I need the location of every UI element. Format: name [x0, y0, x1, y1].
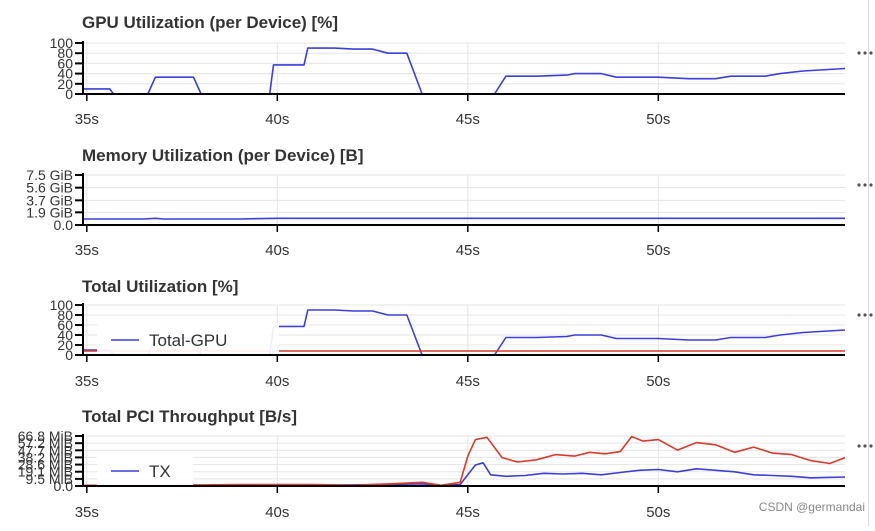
y-tick-label: 3.7 GiB [26, 192, 73, 208]
legend-label: Total-GPU [149, 331, 227, 350]
x-tick-label: 50s [646, 373, 670, 390]
x-tick-label: 35s [75, 373, 99, 390]
y-tick-label: 1.9 GiB [26, 204, 73, 220]
x-tick-label: 35s [75, 111, 99, 128]
y-tick-label: 60 [57, 55, 73, 71]
ellipsis-dot [869, 444, 873, 448]
y-tick-label: 0.0 [54, 478, 74, 494]
ellipsis-icon[interactable] [857, 444, 873, 448]
y-tick-label: 9.5 MiB [26, 471, 73, 487]
x-tick-label: 40s [265, 373, 289, 390]
ellipsis-icon[interactable] [857, 51, 873, 55]
ellipsis-dot [857, 183, 861, 187]
y-tick-label: 80 [57, 45, 73, 61]
chart-title: Memory Utilization (per Device) [B] [82, 146, 364, 165]
legend-label: TX [149, 462, 171, 481]
series-line-2 [83, 435, 846, 487]
y-tick-label: 57.2 MiB [18, 435, 73, 451]
ellipsis-dot [869, 313, 873, 317]
x-tick-label: 50s [646, 242, 670, 259]
chart-panel-4: Total PCI Throughput [B/s] TX 0.09.5 MiB19… [18, 407, 873, 521]
ellipsis-dot [863, 313, 867, 317]
ellipsis-dot [863, 183, 867, 187]
chart-panel-3: Total Utilization [%] Total-GPU 0204060801… [50, 277, 873, 390]
y-tick-label: 7.5 GiB [26, 167, 73, 183]
ellipsis-dot [869, 51, 873, 55]
x-tick-label: 50s [646, 504, 670, 521]
y-tick-label: 40 [57, 66, 73, 82]
watermark: CSDN @germandai [758, 500, 865, 514]
series-line-1 [83, 217, 845, 220]
ellipsis-icon[interactable] [857, 313, 873, 317]
series-line-1 [83, 47, 846, 95]
y-tick-label: 38.2 MiB [18, 449, 73, 465]
x-tick-label: 35s [75, 504, 99, 521]
chart-title: GPU Utilization (per Device) [%] [82, 13, 338, 32]
x-tick-label: 40s [265, 111, 289, 128]
y-tick-label: 66.8 MiB [18, 428, 73, 444]
chart-title: Total PCI Throughput [B/s] [82, 407, 297, 426]
chart-title: Total Utilization [%] [82, 277, 238, 296]
y-tick-label: 40 [57, 327, 73, 343]
y-tick-label: 5.6 GiB [26, 180, 73, 196]
y-tick-label: 28.6 MiB [18, 457, 73, 473]
y-tick-label: 20 [57, 337, 73, 353]
ellipsis-dot [857, 313, 861, 317]
y-tick-label: 0.0 [54, 217, 74, 233]
y-tick-label: 60 [57, 317, 73, 333]
series-line-1 [83, 461, 846, 487]
y-tick-label: 20 [57, 76, 73, 92]
x-tick-label: 45s [456, 242, 480, 259]
x-tick-label: 50s [646, 111, 670, 128]
x-tick-label: 45s [456, 373, 480, 390]
y-tick-label: 100 [50, 35, 74, 51]
ellipsis-dot [857, 51, 861, 55]
ellipsis-dot [863, 444, 867, 448]
y-tick-label: 100 [50, 297, 74, 313]
y-tick-label: 19.1 MiB [18, 464, 73, 480]
y-tick-label: 0 [65, 347, 73, 363]
ellipsis-dot [869, 183, 873, 187]
ellipsis-dot [863, 51, 867, 55]
x-tick-label: 45s [456, 111, 480, 128]
ellipsis-icon[interactable] [857, 183, 873, 187]
y-tick-label: 0 [65, 86, 73, 102]
y-tick-label: 47.7 MiB [18, 442, 73, 458]
y-tick-label: 80 [57, 307, 73, 323]
ellipsis-dot [857, 444, 861, 448]
x-tick-label: 40s [265, 504, 289, 521]
chart-panel-2: Memory Utilization (per Device) [B] 0.01.… [26, 146, 873, 259]
chart-panel-1: GPU Utilization (per Device) [%] 02040608… [50, 13, 873, 128]
x-tick-label: 35s [75, 242, 99, 259]
right-divider [868, 0, 869, 526]
x-tick-label: 45s [456, 504, 480, 521]
x-tick-label: 40s [265, 242, 289, 259]
